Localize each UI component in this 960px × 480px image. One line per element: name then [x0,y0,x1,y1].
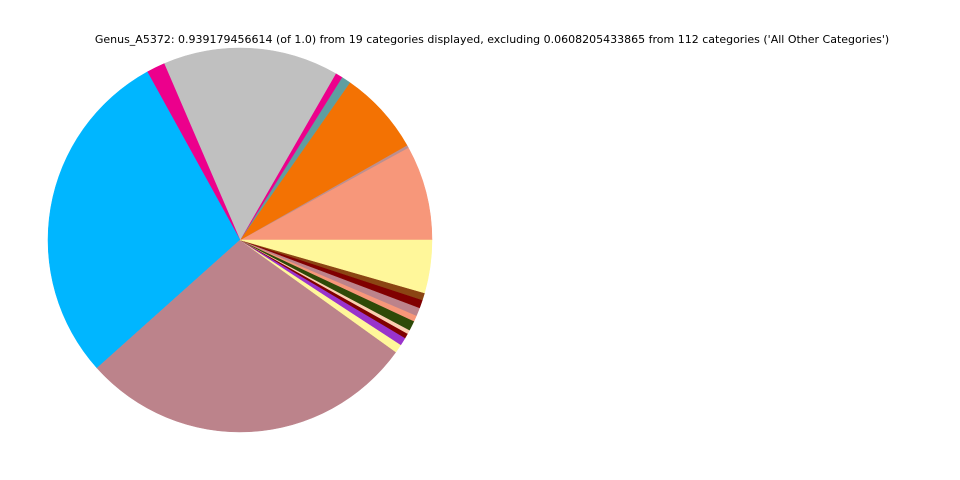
pie-slice [239,239,433,294]
chart-title: Genus_A5372: 0.939179456614 (of 1.0) fro… [95,33,889,46]
pie-slice [47,71,241,369]
pie-slice [239,147,433,241]
pie-slice [96,239,397,433]
pie-slice [163,47,337,241]
